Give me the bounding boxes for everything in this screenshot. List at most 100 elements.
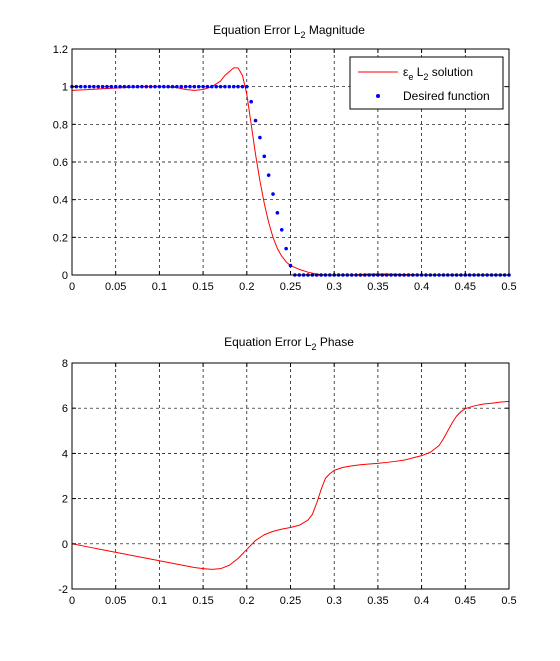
magnitude-x-tick-label: 0.5 <box>501 281 516 293</box>
magnitude-desired-point <box>161 84 166 89</box>
magnitude-desired-point <box>83 84 87 89</box>
magnitude-desired-point <box>96 84 101 89</box>
magnitude-y-tick-label: 0 <box>62 270 68 282</box>
phase-x-tick-label: 0.25 <box>280 595 301 607</box>
magnitude-desired-point <box>100 84 105 89</box>
magnitude-desired-point <box>166 84 170 89</box>
magnitude-desired-point <box>131 84 135 89</box>
magnitude-desired-point <box>118 84 122 89</box>
magnitude-legend: εe L2 solution Desired function <box>349 56 504 110</box>
magnitude-x-tick-label: 0.4 <box>414 281 429 293</box>
phase-x-tick-label: 0 <box>69 595 75 607</box>
magnitude-desired-point <box>249 99 253 104</box>
magnitude-desired-point <box>262 154 267 159</box>
magnitude-desired-point <box>113 84 118 89</box>
magnitude-y-tick-label: 1.2 <box>53 44 68 56</box>
magnitude-grid <box>72 49 509 275</box>
magnitude-desired-point <box>188 84 192 89</box>
phase-x-tick-label: 0.1 <box>152 595 167 607</box>
magnitude-desired-point <box>105 84 109 89</box>
magnitude-desired-point <box>144 84 149 89</box>
magnitude-desired-point <box>127 84 131 89</box>
magnitude-desired-point <box>109 84 114 89</box>
magnitude-desired-point <box>210 84 214 89</box>
phase-y-tick-label: 6 <box>62 403 68 415</box>
magnitude-desired-point <box>196 84 201 89</box>
magnitude-desired-point <box>92 84 96 89</box>
magnitude-desired-point <box>258 135 262 140</box>
phase-y-tick-label: 2 <box>62 494 68 506</box>
magnitude-y-tick-label: 0.2 <box>53 232 68 244</box>
magnitude-desired-point <box>183 84 188 89</box>
phase-y-tick-label: 8 <box>62 358 68 370</box>
phase-y-tick-label: 4 <box>62 448 68 460</box>
phase-y-tick-label: 0 <box>62 539 68 551</box>
phase-x-tick-label: 0.2 <box>239 595 254 607</box>
magnitude-x-tick-label: 0 <box>69 281 75 293</box>
phase-x-tick-label: 0.4 <box>414 595 429 607</box>
magnitude-desired-point <box>253 118 258 123</box>
magnitude-desired-point <box>140 84 144 89</box>
magnitude-desired-point <box>192 84 197 89</box>
phase-x-tick-label: 0.05 <box>105 595 126 607</box>
phase-x-tick-label: 0.5 <box>501 595 516 607</box>
phase-x-tick-label: 0.3 <box>327 595 342 607</box>
magnitude-x-tick-label: 0.35 <box>367 281 388 293</box>
legend-desired-label: Desired function <box>403 89 490 103</box>
magnitude-desired-point <box>240 84 245 89</box>
magnitude-y-tick-label: 0.6 <box>53 157 68 169</box>
phase-chart-title: Equation Error L2 Phase <box>224 335 354 352</box>
magnitude-y-tick-label: 0.8 <box>53 119 68 131</box>
magnitude-desired-point <box>201 84 205 89</box>
phase-solution-line <box>71 400 510 570</box>
magnitude-desired-point <box>153 84 157 89</box>
magnitude-desired-point <box>78 84 83 89</box>
magnitude-x-tick-label: 0.15 <box>192 281 213 293</box>
phase-chart: Equation Error L2 Phase 0 0.05 0.1 0.15 0.2 0… <box>58 335 516 607</box>
magnitude-desired-point <box>148 84 153 89</box>
phase-x-axis: 0 0.05 0.1 0.15 0.2 0.25 0.3 0.35 0.4 0.45 0.5 <box>69 363 517 607</box>
magnitude-desired-point <box>284 246 288 251</box>
magnitude-desired-point <box>275 211 280 215</box>
phase-grid <box>72 363 509 589</box>
magnitude-desired-point <box>175 84 179 89</box>
magnitude-y-axis: 0 0.2 0.4 0.6 0.8 1 1.2 <box>53 44 509 282</box>
magnitude-x-tick-label: 0.1 <box>152 281 167 293</box>
magnitude-y-tick-label: 1 <box>62 82 68 94</box>
magnitude-desired-point <box>227 84 232 89</box>
magnitude-desired-point <box>135 84 140 89</box>
phase-x-tick-label: 0.35 <box>367 595 388 607</box>
phase-y-axis: -2 0 2 4 6 8 <box>58 358 509 596</box>
magnitude-chart-title: Equation Error L2 Magnitude <box>213 23 365 40</box>
magnitude-desired-point <box>179 84 184 89</box>
phase-series <box>71 400 510 570</box>
legend-box <box>349 56 504 110</box>
magnitude-x-tick-label: 0.05 <box>105 281 126 293</box>
magnitude-x-tick-label: 0.3 <box>327 281 342 293</box>
magnitude-x-axis: 0 0.05 0.1 0.15 0.2 0.25 0.3 0.35 0.4 0.45 0.5 <box>69 49 517 293</box>
magnitude-desired-point <box>279 228 284 232</box>
magnitude-desired-point <box>288 263 293 268</box>
magnitude-desired-point <box>214 84 219 89</box>
legend-solution-label: εe L2 solution <box>403 65 473 82</box>
phase-x-tick-label: 0.15 <box>192 595 213 607</box>
magnitude-desired-point <box>271 192 275 196</box>
phase-y-tick-label: -2 <box>58 584 68 596</box>
magnitude-chart: Equation Error L2 Magnitude 0 0.05 0.1 0.15… <box>53 23 517 293</box>
magnitude-desired-point <box>218 84 223 89</box>
magnitude-x-tick-label: 0.25 <box>280 281 301 293</box>
magnitude-desired-point <box>245 84 249 89</box>
magnitude-desired-point <box>266 173 271 177</box>
magnitude-desired-point <box>205 84 210 89</box>
magnitude-desired-point <box>236 84 240 89</box>
magnitude-desired-point <box>87 84 92 89</box>
magnitude-x-tick-label: 0.2 <box>239 281 254 293</box>
magnitude-desired-point <box>122 84 127 89</box>
magnitude-desired-point <box>170 84 175 89</box>
magnitude-desired-point <box>223 84 227 89</box>
magnitude-y-tick-label: 0.4 <box>53 195 68 207</box>
magnitude-desired-point <box>157 84 162 89</box>
magnitude-desired-point <box>74 84 79 89</box>
